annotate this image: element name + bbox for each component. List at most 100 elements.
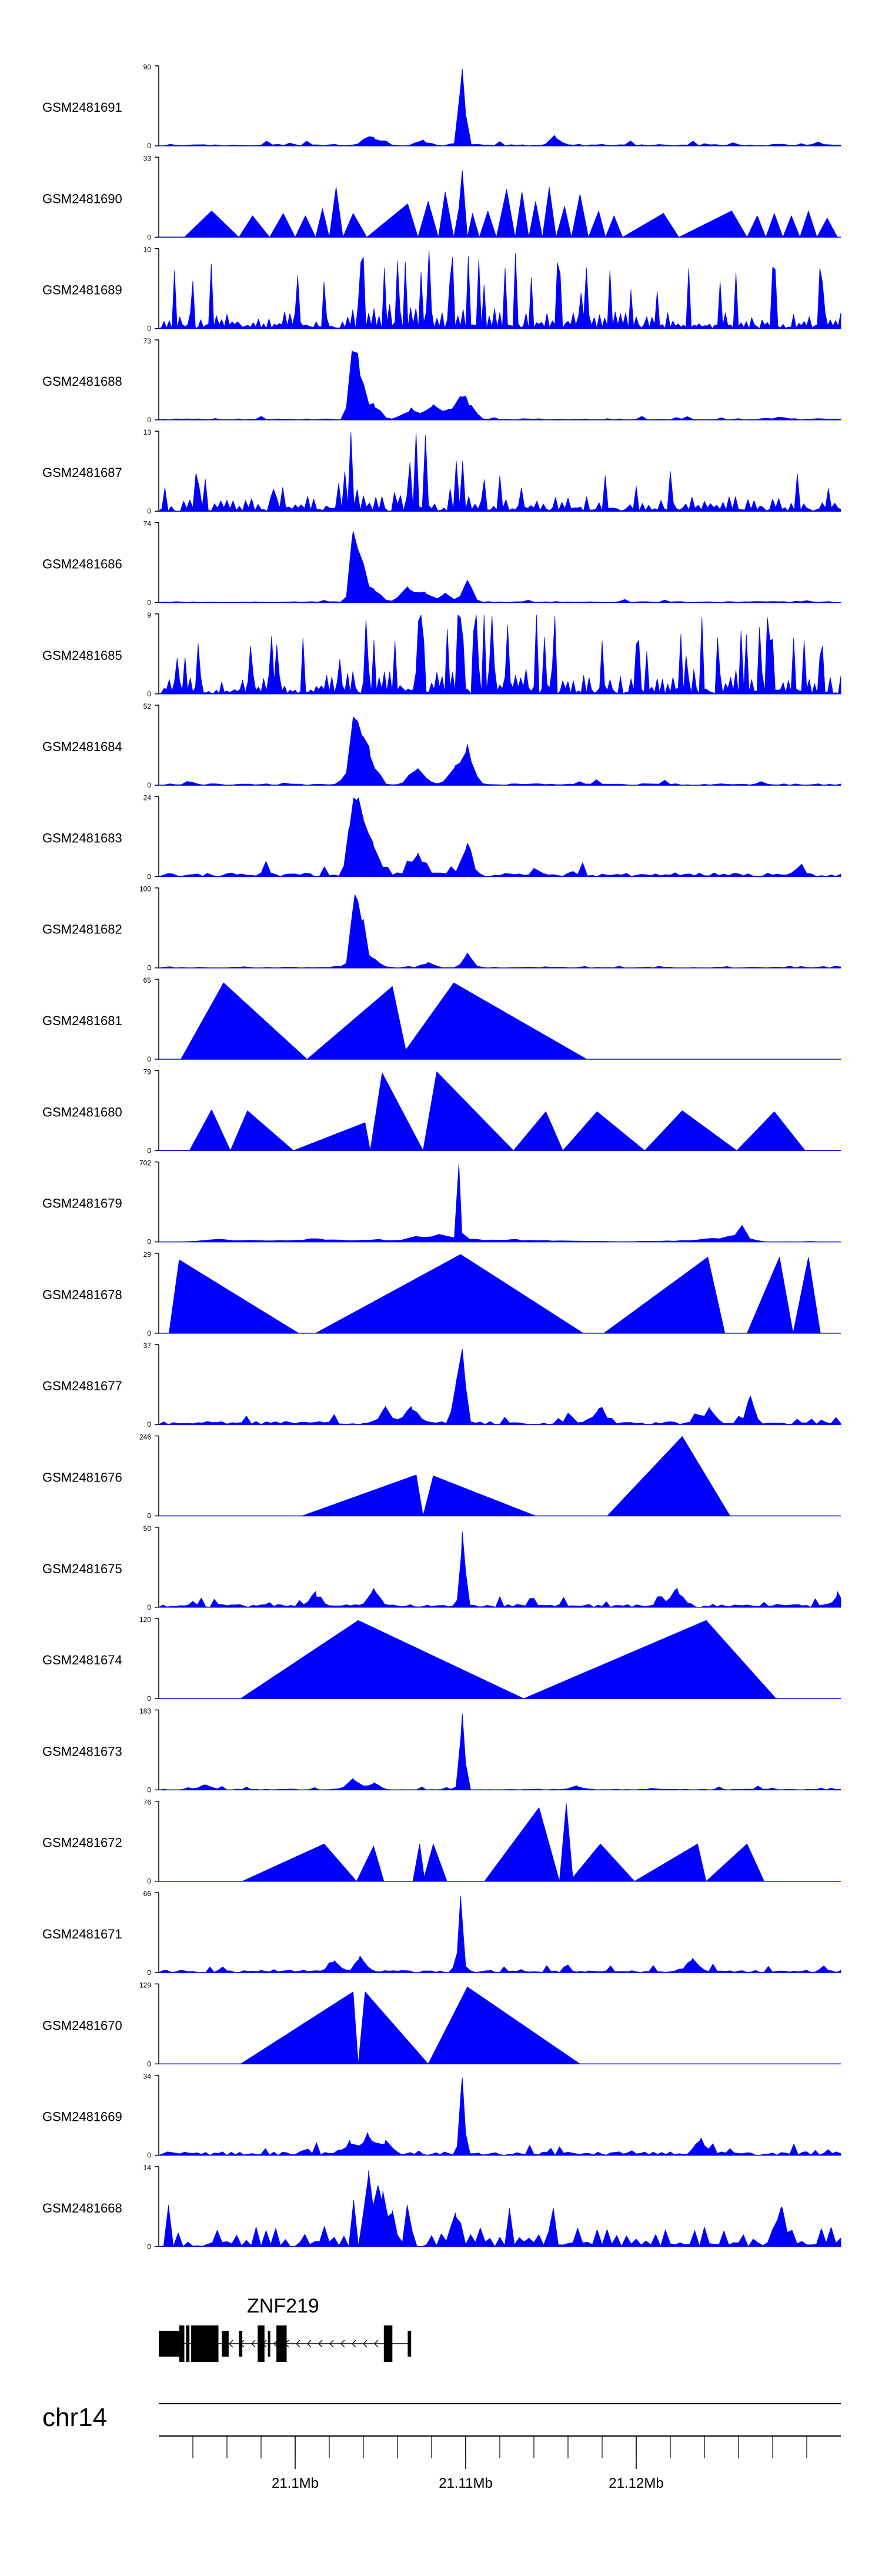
track-label: GSM2481691 (42, 100, 122, 115)
y-max-label: 183 (139, 1707, 151, 1715)
exon (191, 2325, 219, 2362)
y-max-label: 74 (143, 520, 152, 528)
track-label: GSM2481680 (42, 1105, 122, 1119)
y-zero-label: 0 (147, 142, 151, 150)
strand-arrow (307, 2340, 312, 2348)
y-max-label: 129 (139, 1981, 151, 1989)
gene-model-znf219 (159, 2325, 412, 2362)
track-label: GSM2481676 (42, 1470, 122, 1485)
track-label: GSM2481679 (42, 1196, 122, 1211)
track-label: GSM2481687 (42, 465, 122, 480)
track-GSM2481689: GSM2481689 10 0 (42, 246, 841, 333)
coverage-area (158, 798, 841, 877)
strand-arrow (251, 2340, 256, 2348)
track-GSM2481672: GSM2481672 76 0 (42, 1798, 841, 1886)
y-zero-label: 0 (147, 872, 151, 880)
coverage-area (158, 615, 841, 695)
coverage-area (240, 1987, 580, 2064)
coverage-area (158, 249, 841, 329)
strand-arrow (229, 2340, 233, 2348)
y-zero-label: 0 (147, 2151, 151, 2160)
coverage-area (158, 2170, 841, 2247)
exon (276, 2325, 287, 2362)
y-zero-label: 0 (147, 964, 151, 972)
coverage-area (302, 1436, 730, 1516)
exon (186, 2325, 190, 2362)
axis-ticks: 21.1Mb 21.11Mb 21.12Mb (192, 2436, 807, 2491)
track-GSM2481673: GSM2481673 183 0 (42, 1707, 841, 1794)
track-GSM2481684: GSM2481684 52 0 (42, 702, 841, 789)
track-GSM2481683: GSM2481683 24 0 (42, 793, 841, 880)
track-label: GSM2481677 (42, 1379, 122, 1393)
tick-label: 21.12Mb (609, 2475, 663, 2491)
track-GSM2481690: GSM2481690 33 0 (42, 154, 841, 241)
coverage-area (242, 1803, 764, 1882)
y-max-label: 10 (143, 246, 152, 254)
track-GSM2481676: GSM2481676 246 0 (42, 1433, 841, 1520)
y-max-label: 37 (143, 1342, 152, 1350)
track-GSM2481675: GSM2481675 50 0 (42, 1524, 841, 1611)
exon (222, 2331, 229, 2357)
coverage-area (158, 894, 841, 969)
y-zero-label: 0 (147, 2060, 151, 2068)
y-max-label: 120 (139, 1616, 151, 1624)
track-label: GSM2481673 (42, 1744, 122, 1759)
y-zero-label: 0 (147, 1238, 151, 1246)
y-max-label: 65 (143, 976, 152, 985)
track-label: GSM2481681 (42, 1013, 122, 1028)
coverage-tracks: GSM2481691900GSM2481690330GSM2481689100G… (42, 63, 841, 2251)
track-GSM2481677: GSM2481677 37 0 (42, 1342, 841, 1429)
y-zero-label: 0 (147, 416, 151, 424)
track-GSM2481680: GSM2481680 79 0 (42, 1067, 841, 1154)
track-GSM2481686: GSM2481686 74 0 (42, 520, 841, 607)
track-label: GSM2481684 (42, 739, 122, 754)
y-max-label: 100 (139, 885, 151, 893)
y-max-label: 24 (143, 793, 152, 802)
track-label: GSM2481689 (42, 283, 122, 298)
coverage-area (158, 1531, 841, 1608)
genome-axis: chr14 21.1Mb 21.11Mb 21.12Mb (42, 2403, 841, 2491)
strand-arrow (363, 2340, 368, 2348)
coverage-area (181, 982, 587, 1060)
tick-label: 21.11Mb (439, 2475, 493, 2491)
y-max-label: 52 (143, 702, 152, 710)
exon (179, 2325, 185, 2362)
track-label: GSM2481670 (42, 2018, 122, 2033)
coverage-area (158, 530, 841, 603)
strand-arrow (273, 2340, 278, 2348)
track-label: GSM2481669 (42, 2110, 122, 2124)
y-zero-label: 0 (147, 1329, 151, 1337)
y-zero-label: 0 (147, 2243, 151, 2251)
y-max-label: 14 (143, 2164, 152, 2172)
track-GSM2481679: GSM2481679 702 0 (42, 1159, 841, 1246)
y-zero-label: 0 (147, 1877, 151, 1886)
track-GSM2481691: GSM2481691 90 0 (42, 63, 841, 150)
coverage-area (158, 2077, 841, 2155)
exon (159, 2331, 179, 2357)
strand-arrow (329, 2340, 334, 2348)
y-max-label: 66 (143, 1890, 152, 1898)
y-zero-label: 0 (147, 1603, 151, 1611)
y-max-label: 13 (143, 428, 152, 436)
strand-arrow (340, 2340, 345, 2348)
exon (383, 2325, 393, 2362)
y-max-label: 79 (143, 1067, 152, 1076)
track-label: GSM2481683 (42, 830, 122, 845)
track-label: GSM2481675 (42, 1561, 122, 1576)
track-label: GSM2481674 (42, 1653, 122, 1667)
coverage-area (158, 432, 841, 512)
coverage-area (158, 1349, 841, 1425)
strand-arrow (374, 2340, 379, 2348)
y-max-label: 9 (147, 611, 151, 619)
track-GSM2481685: GSM2481685 9 0 (42, 611, 841, 698)
exon (258, 2325, 265, 2362)
tick-label: 21.1Mb (272, 2475, 319, 2491)
track-label: GSM2481672 (42, 1836, 122, 1850)
y-zero-label: 0 (147, 1420, 151, 1429)
y-zero-label: 0 (147, 233, 151, 241)
coverage-area (158, 351, 841, 421)
track-GSM2481668: GSM2481668 14 0 (42, 2164, 841, 2251)
track-GSM2481688: GSM2481688 73 0 (42, 337, 841, 424)
track-GSM2481681: GSM2481681 65 0 (42, 976, 841, 1063)
track-label: GSM2481671 (42, 1927, 122, 1941)
